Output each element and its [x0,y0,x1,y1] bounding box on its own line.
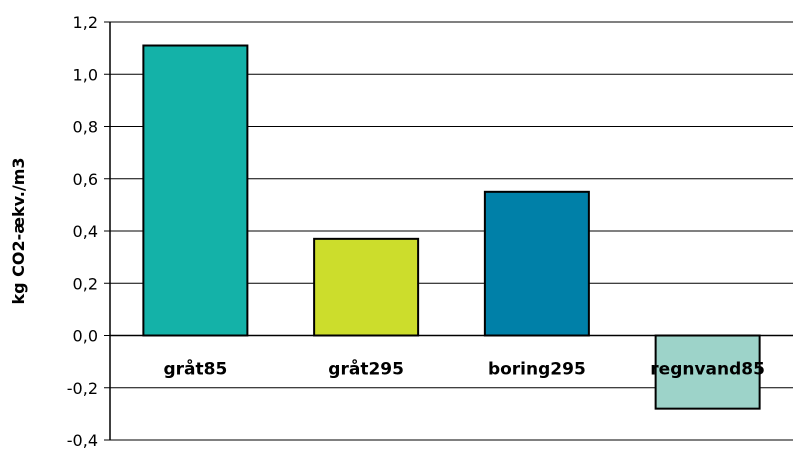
y-axis-ticks: -0,4 -0,2 0,0 0,2 0,4 0,6 0,8 1,0 1,2 [67,13,110,450]
y-tick-label: 0,8 [73,118,98,137]
category-label: gråt85 [163,358,227,380]
y-tick-label: 0,6 [73,170,98,189]
y-axis-title: kg CO2-ækv./m3 [9,157,28,304]
bar [313,237,420,337]
bars [142,44,761,410]
bar [142,44,249,337]
category-labels: gråt85 gråt295 boring295 regnvand85 [163,358,764,380]
bar [654,334,761,410]
y-tick-label: 1,0 [73,65,98,84]
axes [109,22,793,440]
y-tick-label: -0,4 [67,431,98,450]
y-tick-label: 0,4 [73,222,98,241]
y-tick-label: 0,2 [73,274,98,293]
y-tick-label: 1,2 [73,13,98,32]
category-label: boring295 [488,360,586,380]
y-tick-label: 0,0 [73,327,98,346]
y-tick-label: -0,2 [67,379,98,398]
bar [483,190,590,337]
category-label: gråt295 [328,358,404,380]
category-label: regnvand85 [650,360,765,380]
